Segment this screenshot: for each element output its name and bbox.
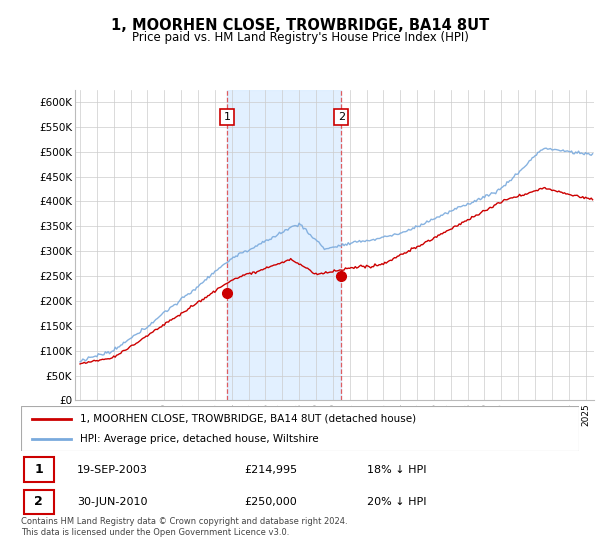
Text: 1: 1 [223,112,230,122]
Text: 1, MOORHEN CLOSE, TROWBRIDGE, BA14 8UT (detached house): 1, MOORHEN CLOSE, TROWBRIDGE, BA14 8UT (… [80,413,416,423]
Text: 2: 2 [338,112,345,122]
Text: 1, MOORHEN CLOSE, TROWBRIDGE, BA14 8UT: 1, MOORHEN CLOSE, TROWBRIDGE, BA14 8UT [111,18,489,33]
Text: 18% ↓ HPI: 18% ↓ HPI [367,465,427,475]
Text: £250,000: £250,000 [244,497,297,507]
Bar [227,90,341,400]
Bar [24,489,55,514]
Text: Price paid vs. HM Land Registry's House Price Index (HPI): Price paid vs. HM Land Registry's House … [131,31,469,44]
Bar [24,458,55,482]
Text: This data is licensed under the Open Government Licence v3.0.: This data is licensed under the Open Gov… [21,528,289,537]
Text: 20% ↓ HPI: 20% ↓ HPI [367,497,427,507]
Text: 30-JUN-2010: 30-JUN-2010 [77,497,148,507]
Text: 1: 1 [34,463,43,476]
Text: 19-SEP-2003: 19-SEP-2003 [77,465,148,475]
Text: HPI: Average price, detached house, Wiltshire: HPI: Average price, detached house, Wilt… [80,434,318,444]
Text: Contains HM Land Registry data © Crown copyright and database right 2024.: Contains HM Land Registry data © Crown c… [21,516,347,526]
Text: 2: 2 [34,496,43,508]
Text: £214,995: £214,995 [244,465,298,475]
